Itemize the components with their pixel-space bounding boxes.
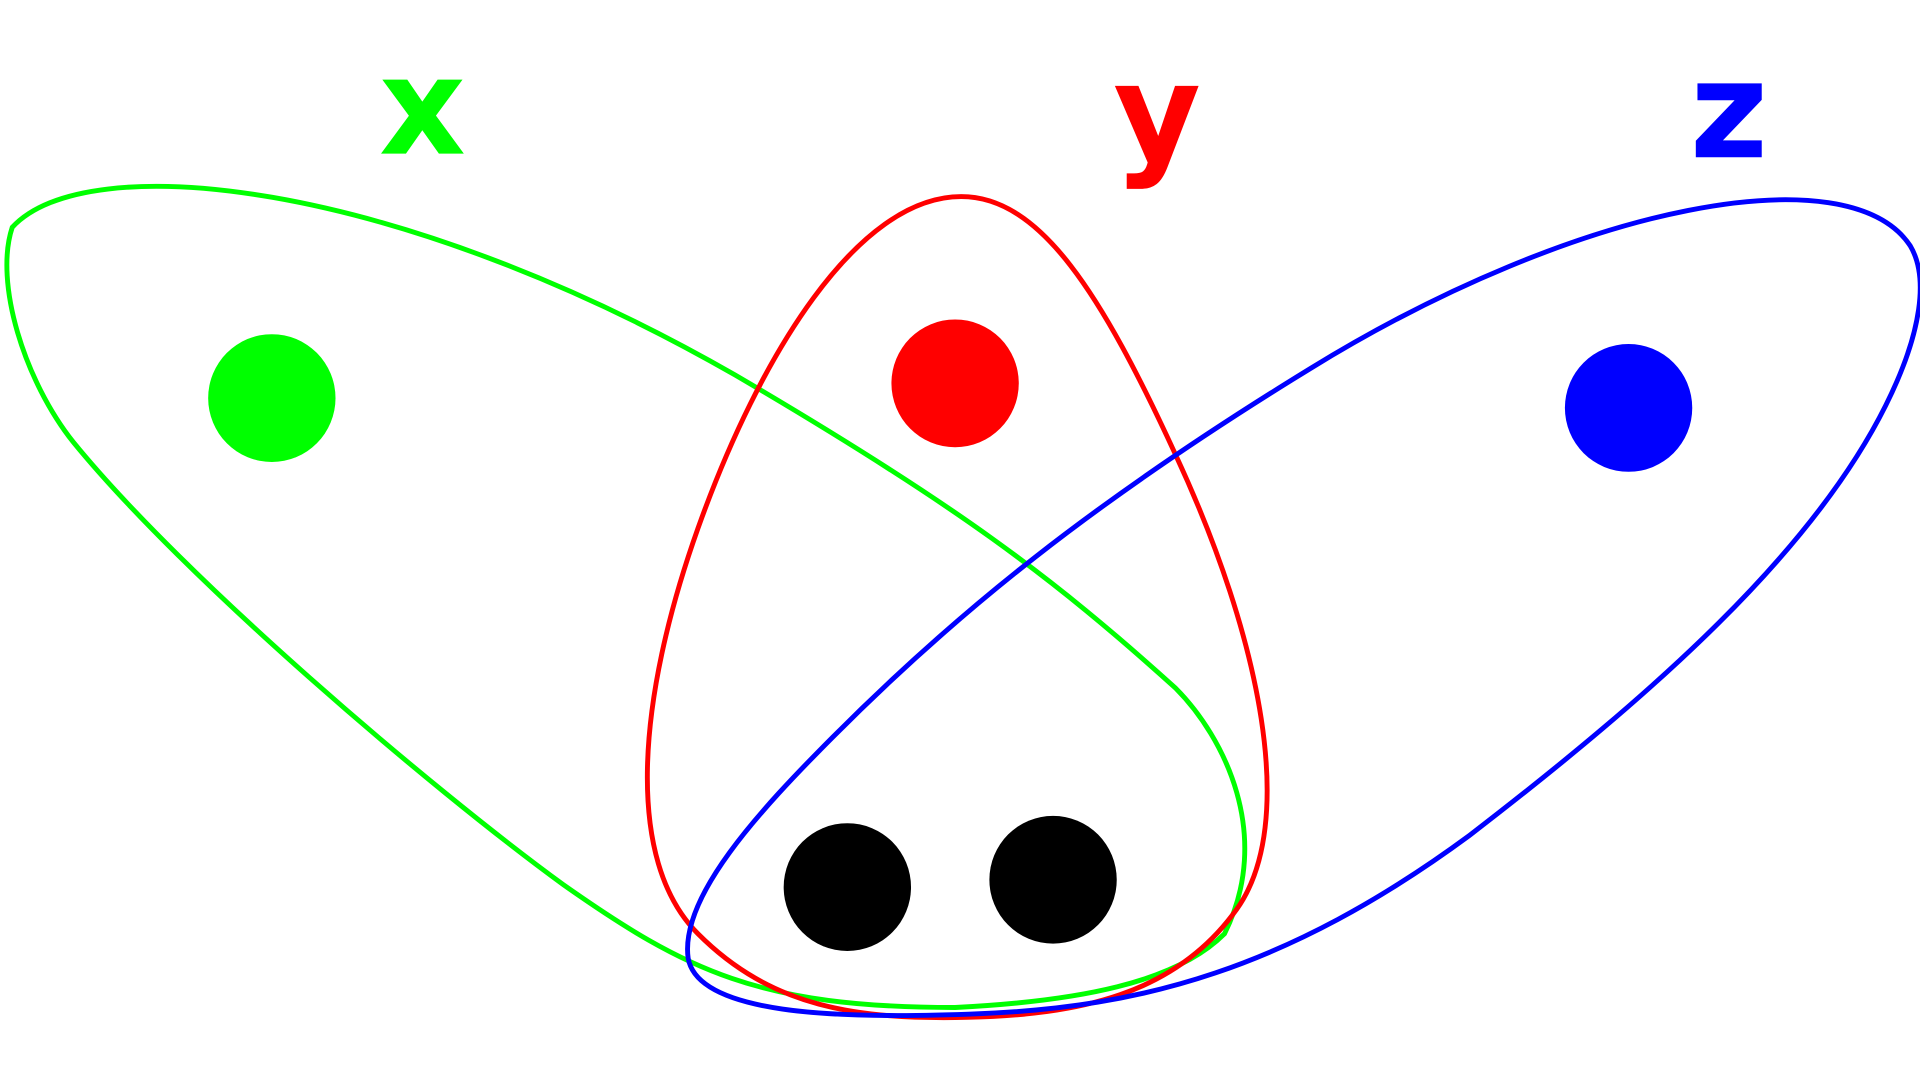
element-z-only <box>1564 344 1693 472</box>
label-y: y <box>1113 35 1201 192</box>
set-z-loop <box>685 197 1920 1019</box>
label-z: z <box>1690 32 1768 189</box>
element-shared-1 <box>783 823 912 951</box>
element-y-only <box>891 319 1019 448</box>
element-shared-2 <box>989 815 1117 944</box>
label-x: x <box>379 28 466 185</box>
element-x-only <box>208 334 336 462</box>
